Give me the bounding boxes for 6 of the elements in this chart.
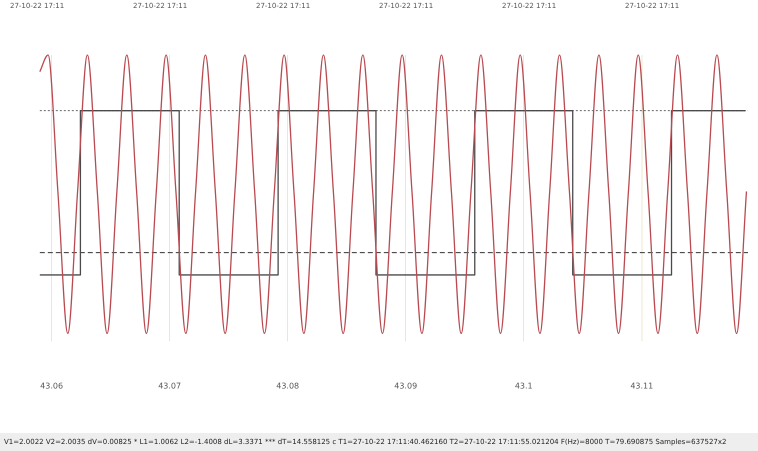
x-tick-label: 43.09 xyxy=(394,381,418,390)
x-tick-label: 43.07 xyxy=(158,381,182,390)
x-tick-label: 43.08 xyxy=(276,381,300,390)
x-tick-label: 43.11 xyxy=(630,381,654,390)
x-tick-label: 43.06 xyxy=(40,381,64,390)
x-tick-label: 43.1 xyxy=(514,381,533,390)
